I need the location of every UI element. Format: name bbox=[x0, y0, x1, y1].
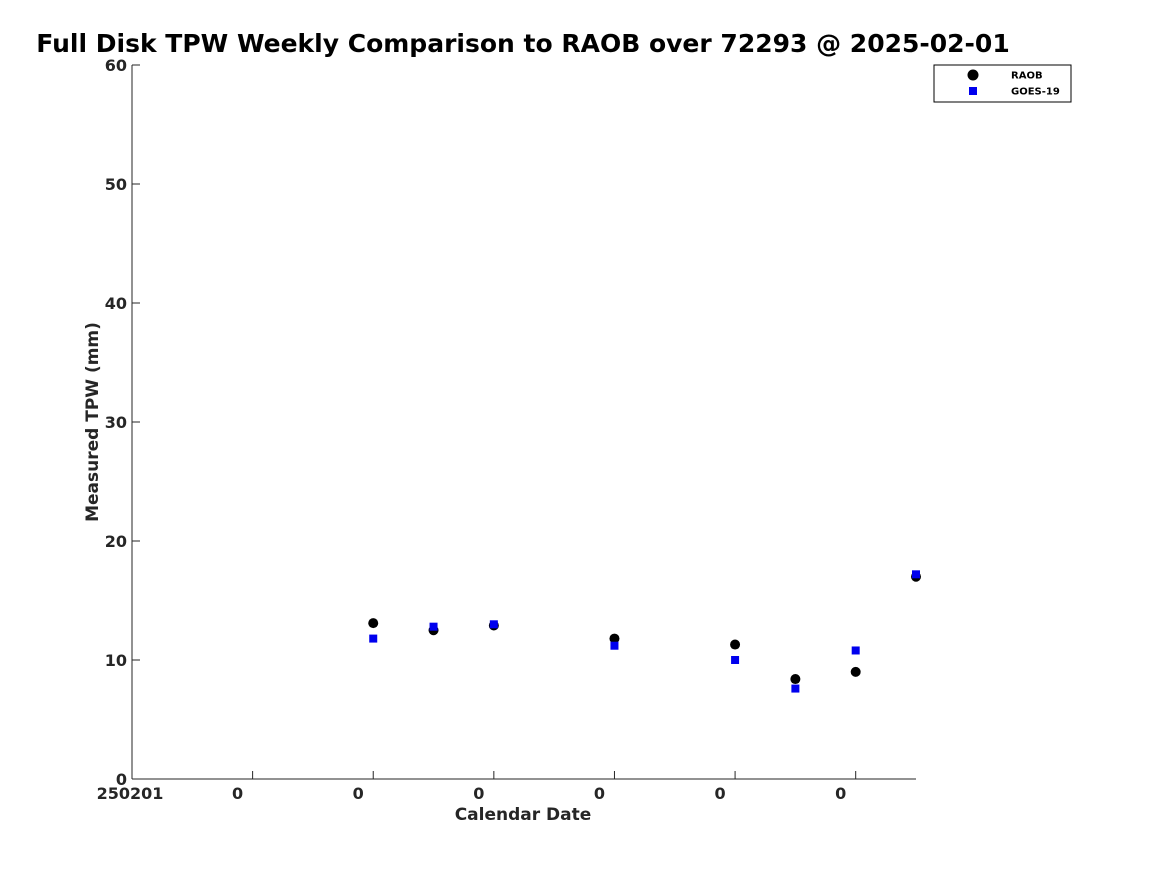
legend-label-raob: RAOB bbox=[1011, 71, 1043, 82]
series-raob bbox=[368, 571, 921, 685]
x-tick-label: 0 bbox=[594, 784, 605, 803]
x-axis-label: Calendar Date bbox=[455, 805, 592, 825]
x-tick-label: 0 bbox=[715, 784, 726, 803]
data-point-raob bbox=[790, 674, 801, 685]
series-goes-19 bbox=[369, 570, 920, 693]
plot-points bbox=[368, 570, 921, 693]
x-tick-label: 0 bbox=[353, 784, 364, 803]
legend-marker-goes bbox=[969, 87, 977, 95]
data-point-goes-19 bbox=[791, 684, 800, 693]
data-point-raob bbox=[850, 666, 861, 677]
legend-box bbox=[933, 64, 1072, 103]
y-tick-label: 60 bbox=[105, 56, 127, 75]
data-point-goes-19 bbox=[369, 634, 378, 643]
data-point-goes-19 bbox=[851, 646, 860, 655]
data-point-raob bbox=[609, 633, 620, 644]
y-axis-label: Measured TPW (mm) bbox=[83, 322, 103, 522]
x-tick-label: 250201 bbox=[97, 784, 164, 803]
x-axis: 250201 0 0 0 0 0 0 bbox=[97, 771, 916, 803]
legend-label-goes: GOES-19 bbox=[1011, 87, 1060, 98]
data-point-raob bbox=[730, 639, 741, 650]
y-tick-label: 20 bbox=[105, 532, 127, 551]
data-point-goes-19 bbox=[489, 620, 498, 629]
x-tick-label: 0 bbox=[473, 784, 484, 803]
data-point-goes-19 bbox=[731, 656, 740, 664]
data-point-raob bbox=[368, 618, 379, 629]
y-tick-label: 50 bbox=[105, 175, 127, 194]
y-tick-label: 10 bbox=[105, 651, 127, 670]
y-tick-label: 0 bbox=[116, 770, 127, 789]
data-point-goes-19 bbox=[912, 570, 920, 579]
x-tick-label: 0 bbox=[835, 784, 846, 803]
y-tick-label: 40 bbox=[105, 294, 127, 313]
data-point-goes-19 bbox=[610, 641, 619, 650]
legend-marker-raob bbox=[967, 69, 979, 81]
legend: RAOB GOES-19 bbox=[933, 64, 1072, 103]
y-tick-label: 30 bbox=[105, 413, 127, 432]
chart-title: Full Disk TPW Weekly Comparison to RAOB … bbox=[36, 29, 1009, 58]
y-axis: 0 10 20 30 40 50 60 bbox=[105, 56, 140, 789]
data-point-goes-19 bbox=[429, 622, 438, 631]
x-tick-label: 0 bbox=[232, 784, 243, 803]
